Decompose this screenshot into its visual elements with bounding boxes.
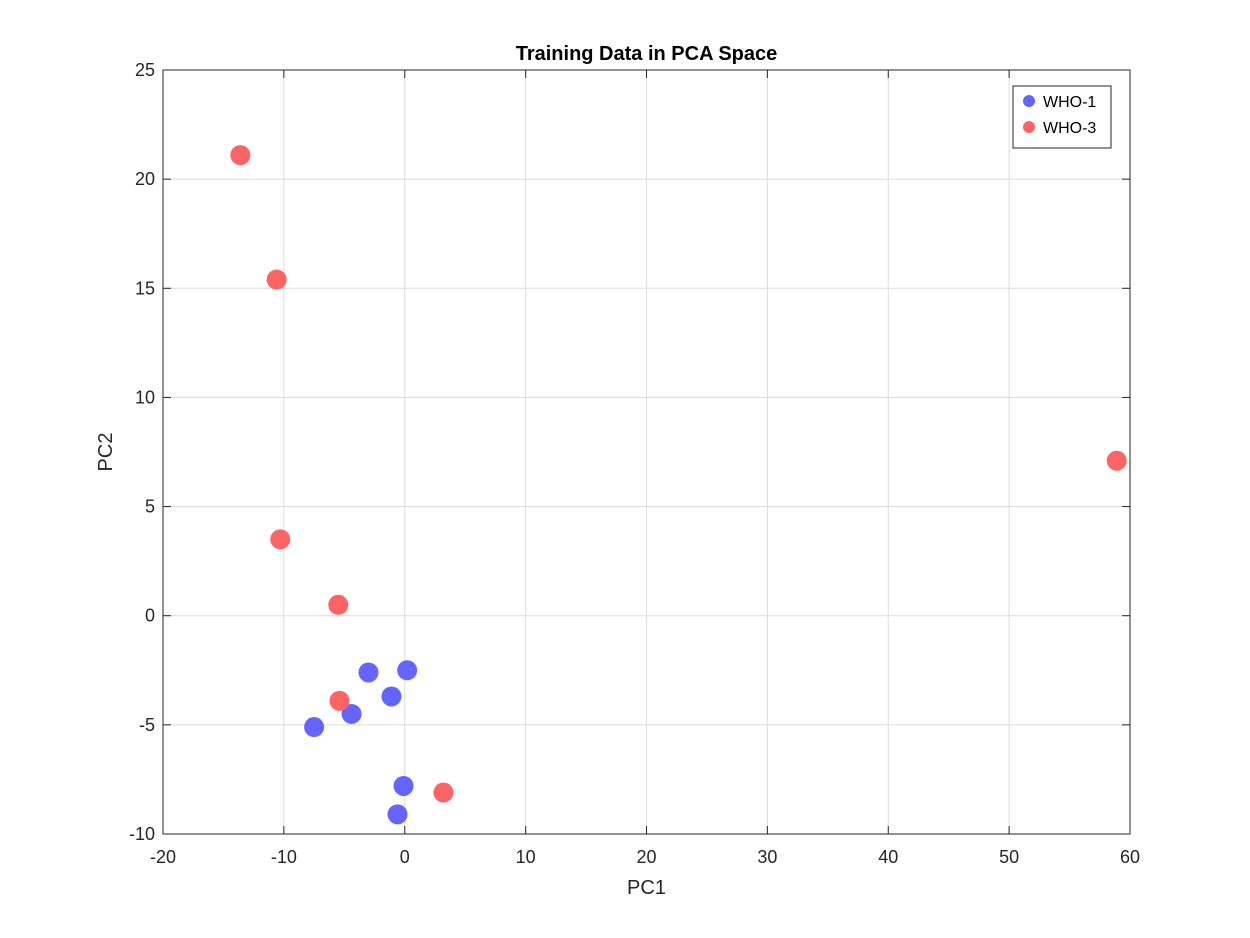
y-tick-label: -5	[139, 715, 155, 735]
data-point-who-3-2	[270, 529, 291, 550]
data-point-who-3-4	[329, 690, 350, 711]
data-point-who-3-3	[328, 594, 349, 615]
data-point-who-1-1	[341, 703, 362, 724]
x-axis-label: PC1	[627, 877, 666, 899]
x-tick-label: -20	[150, 847, 176, 867]
y-tick-label: 0	[145, 606, 155, 626]
data-point-who-1-2	[358, 662, 379, 683]
legend-marker-who-3	[1023, 121, 1035, 133]
legend-label-who-3: WHO-3	[1043, 120, 1096, 137]
data-point-who-3-6	[1106, 450, 1127, 471]
data-point-who-1-0	[304, 717, 325, 738]
y-tick-label: 25	[135, 60, 155, 80]
x-tick-label: 60	[1120, 847, 1140, 867]
legend-label-who-1: WHO-1	[1043, 94, 1096, 111]
legend: WHO-1 WHO-3	[1012, 85, 1112, 149]
data-point-who-1-4	[397, 660, 418, 681]
legend-marker-who-1	[1023, 95, 1035, 107]
data-point-who-1-5	[393, 775, 414, 796]
x-tick-label: 20	[636, 847, 656, 867]
x-tick-label: 50	[999, 847, 1019, 867]
x-tick-label: 10	[516, 847, 536, 867]
data-point-who-3-0	[230, 145, 251, 166]
x-tick-label: -10	[271, 847, 297, 867]
data-point-who-1-3	[381, 686, 402, 707]
chart-title: Training Data in PCA Space	[516, 43, 778, 65]
x-tick-label: 30	[757, 847, 777, 867]
y-tick-label: -10	[129, 824, 155, 844]
data-point-who-3-1	[266, 269, 287, 290]
x-tick-label: 0	[400, 847, 410, 867]
x-tick-label: 40	[878, 847, 898, 867]
y-tick-label: 15	[135, 278, 155, 298]
y-axis-label: PC2	[95, 433, 117, 472]
data-points	[230, 145, 1127, 825]
data-point-who-3-5	[433, 782, 454, 803]
y-tick-label: 10	[135, 387, 155, 407]
y-tick-label: 5	[145, 497, 155, 517]
data-point-who-1-6	[387, 804, 408, 825]
y-tick-label: 20	[135, 169, 155, 189]
axis-ticks: -20 -10 0 10 20 30 40 50 60 -10 -5 0 5 10 15 20 25	[129, 60, 1140, 867]
